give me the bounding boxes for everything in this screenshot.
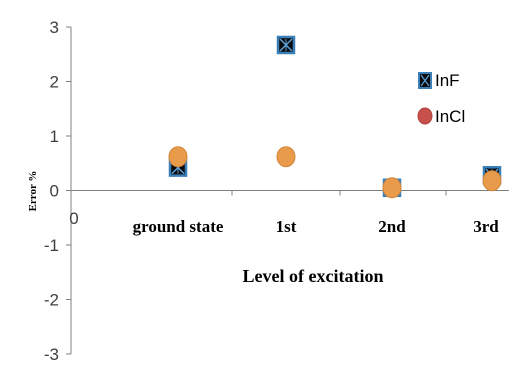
point-inf-1st xyxy=(276,35,296,55)
y-tick-label: -1 xyxy=(44,236,59,255)
x-axis-title: Level of excitation xyxy=(243,266,384,286)
legend-label-incl: InCl xyxy=(435,107,465,126)
legend-marker-inf xyxy=(418,72,432,89)
y-ticks: 3 2 1 0 -1 -2 -3 xyxy=(44,18,71,364)
legend-label-inf: InF xyxy=(435,71,460,90)
y-tick-label: 2 xyxy=(50,73,59,92)
point-incl-1st xyxy=(276,146,296,168)
legend-marker-incl xyxy=(417,107,433,125)
legend-swatch-incl xyxy=(417,107,433,125)
x-origin-tick-label: 0 xyxy=(69,209,78,228)
point-incl-3rd xyxy=(482,170,502,192)
x-category-label-1st: 1st xyxy=(276,217,297,236)
legend-item-incl: InCl xyxy=(417,107,465,126)
data-points xyxy=(168,35,502,199)
y-tick-label: 3 xyxy=(50,18,59,37)
x-category-label-2nd: 2nd xyxy=(378,217,406,236)
legend-item-inf: InF xyxy=(418,71,460,90)
y-tick-label: -3 xyxy=(44,345,59,364)
legend: InF InCl xyxy=(417,71,465,126)
point-incl-ground-state xyxy=(168,146,188,168)
x-category-label-ground-state: ground state xyxy=(133,217,224,236)
y-tick-label: -2 xyxy=(44,291,59,310)
point-incl-2nd xyxy=(382,177,402,199)
y-tick-label: 0 xyxy=(50,182,59,201)
x-category-label-3rd: 3rd xyxy=(473,217,499,236)
y-tick-label: 1 xyxy=(50,127,59,146)
y-axis-title: Error % xyxy=(27,171,39,212)
x-category-labels: ground state 1st 2nd 3rd xyxy=(133,190,499,236)
legend-swatch-inf xyxy=(418,72,432,89)
